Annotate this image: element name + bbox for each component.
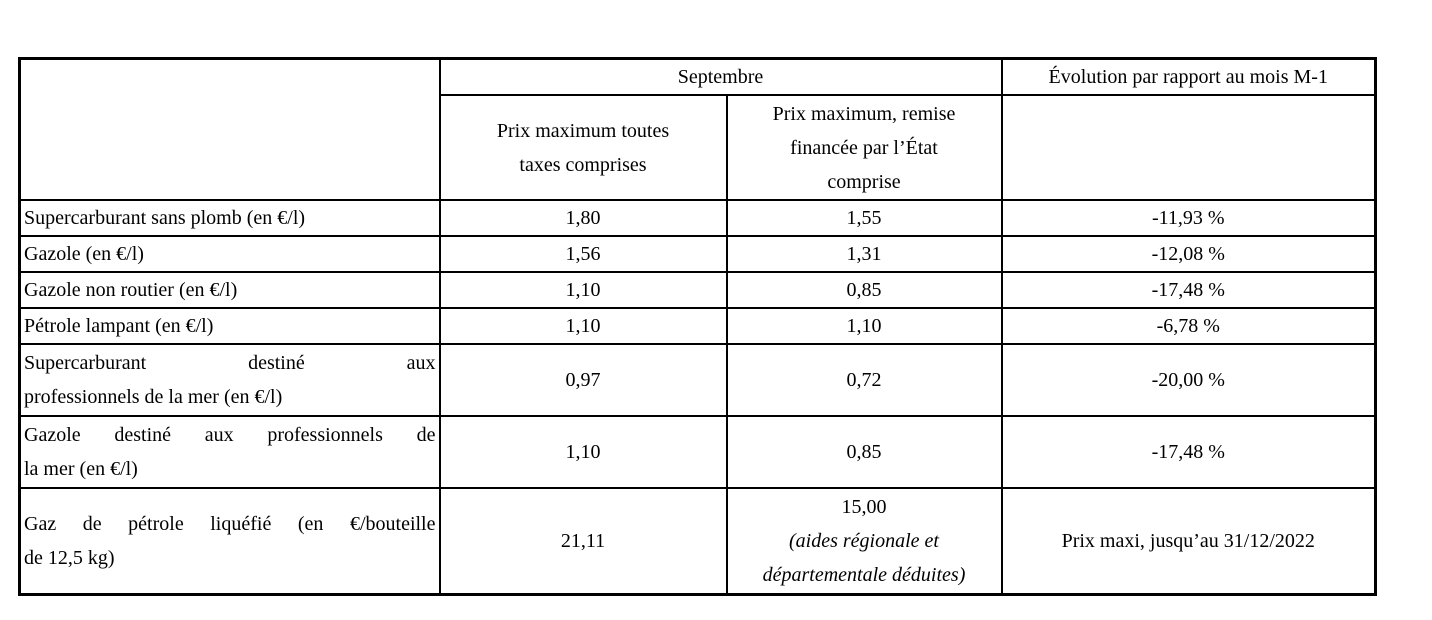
cell-price-remise: 15,00 (aides régionale et départementale… [725, 487, 1003, 595]
row-label: Pétrole lampant (en €/l) [18, 307, 441, 345]
cell-price-remise: 0,85 [725, 271, 1003, 309]
price-remise-value: 15,00 [841, 495, 887, 518]
header-price-ttc: Prix maximum toutes taxes comprises [438, 94, 728, 201]
header-price-remise-line: financée par l’État [790, 136, 938, 159]
header-row-month: Septembre Évolution par rapport au mois … [18, 57, 1377, 201]
row-label-line: Gazole destiné aux professionnels de [24, 424, 436, 446]
cell-evolution: -17,48 % [1000, 271, 1377, 309]
cell-price-remise: 1,31 [725, 235, 1003, 273]
cell-price-remise: 1,10 [725, 307, 1003, 345]
cell-price-ttc: 21,11 [438, 487, 728, 595]
cell-evolution: -11,93 % [1000, 199, 1377, 237]
cell-evolution: -17,48 % [1000, 415, 1377, 489]
table-row: Gazole destiné aux professionnels de la … [18, 415, 1377, 489]
price-remise-note-line: départementale déduites) [762, 563, 966, 586]
row-label-line: de 12,5 kg) [24, 546, 115, 569]
cell-price-ttc: 1,10 [438, 415, 728, 489]
cell-price-remise: 0,72 [725, 343, 1003, 417]
header-row-columns: Prix maximum toutes taxes comprises Prix… [20, 94, 1377, 201]
table-row: Pétrole lampant (en €/l) 1,10 1,10 -6,78… [18, 307, 1377, 345]
cell-evolution: -12,08 % [1000, 235, 1377, 273]
cell-evolution: -20,00 % [1000, 343, 1377, 417]
cell-price-remise: 1,55 [725, 199, 1003, 237]
header-price-remise-line: Prix maximum, remise [772, 102, 956, 125]
fuel-price-table: Septembre Évolution par rapport au mois … [18, 57, 1377, 596]
row-label: Supercarburant destiné aux professionnel… [18, 343, 441, 417]
cell-evolution: Prix maxi, jusqu’au 31/12/2022 [1000, 487, 1377, 595]
table-row: Supercarburant destiné aux professionnel… [18, 343, 1377, 417]
row-label-line: la mer (en €/l) [24, 458, 138, 480]
table-row: Gazole non routier (en €/l) 1,10 0,85 -1… [18, 271, 1377, 309]
row-label-line: Gaz de pétrole liquéfié (en €/bouteille [24, 512, 436, 535]
header-evolution: Évolution par rapport au mois M-1 [1000, 57, 1377, 96]
header-month: Septembre [438, 57, 1003, 96]
cell-evolution-empty [1000, 94, 1377, 201]
header-price-ttc-line: Prix maximum toutes [496, 119, 670, 142]
header-price-remise-line: comprise [827, 170, 901, 193]
price-remise-note-line: (aides régionale et [789, 529, 939, 552]
cell-price-ttc: 0,97 [438, 343, 728, 417]
table-row: Supercarburant sans plomb (en €/l) 1,80 … [18, 199, 1377, 237]
row-label: Gaz de pétrole liquéfié (en €/bouteille … [18, 487, 441, 595]
cell-corner-empty [18, 57, 441, 201]
cell-evolution: -6,78 % [1000, 307, 1377, 345]
row-label: Gazole non routier (en €/l) [18, 271, 441, 309]
cell-price-remise: 0,85 [725, 415, 1003, 489]
header-price-ttc-line: taxes comprises [519, 153, 647, 176]
header-price-remise: Prix maximum, remise financée par l’État… [725, 94, 1003, 201]
table-row: Gazole (en €/l) 1,56 1,31 -12,08 % [18, 235, 1377, 273]
table-row: Gaz de pétrole liquéfié (en €/bouteille … [18, 487, 1377, 595]
cell-price-ttc: 1,10 [438, 271, 728, 309]
row-label-line: Supercarburant destiné aux [24, 352, 436, 374]
row-label: Gazole (en €/l) [18, 235, 441, 273]
row-label: Supercarburant sans plomb (en €/l) [18, 199, 441, 237]
cell-price-ttc: 1,10 [438, 307, 728, 345]
row-label-line: professionnels de la mer (en €/l) [24, 386, 283, 408]
row-label: Gazole destiné aux professionnels de la … [18, 415, 441, 489]
cell-price-ttc: 1,56 [438, 235, 728, 273]
cell-price-ttc: 1,80 [438, 199, 728, 237]
